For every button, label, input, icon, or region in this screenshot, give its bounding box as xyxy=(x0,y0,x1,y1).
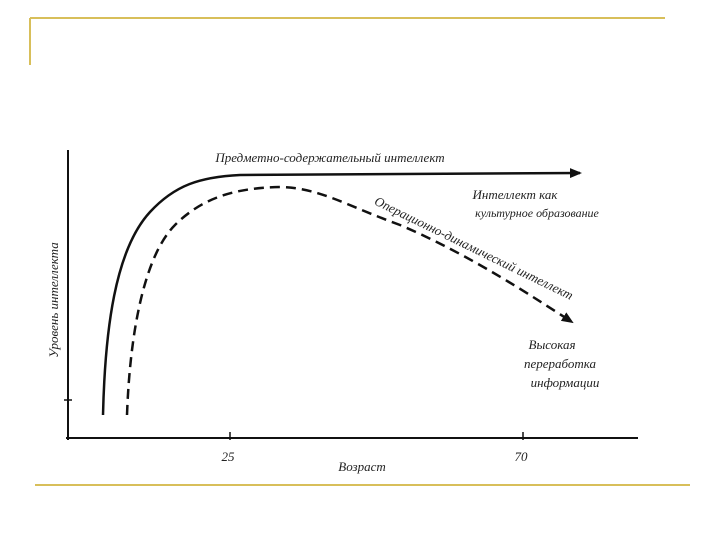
annotation: Высокая xyxy=(529,337,576,352)
x-tick-label: 25 xyxy=(222,449,236,464)
x-axis-label: Возраст xyxy=(338,459,386,474)
annotation: информации xyxy=(531,375,600,390)
y-axis-label: Уровень интеллекта xyxy=(46,242,61,358)
annotation: переработка xyxy=(524,356,597,371)
dashed-curve xyxy=(125,185,574,416)
solid-curve xyxy=(101,168,582,416)
annotation: Интеллект как xyxy=(472,187,559,202)
x-tick-label: 70 xyxy=(515,449,529,464)
curve-label: Предметно-содержательный интеллект xyxy=(214,150,444,165)
annotation: культурное образование xyxy=(475,206,599,220)
